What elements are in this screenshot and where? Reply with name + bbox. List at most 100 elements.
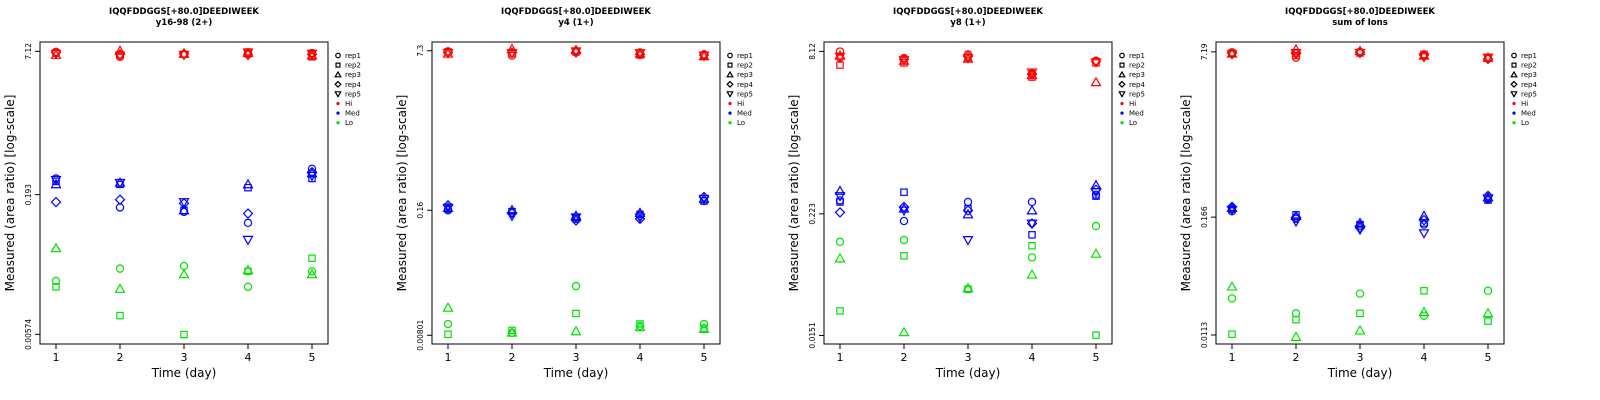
legend-marker-med (1512, 111, 1516, 115)
x-tick-label: 4 (1421, 351, 1428, 364)
chart-title: IQQFDDGGS[+80.0]DEEDIWEEK (501, 7, 651, 17)
x-tick-label: 5 (309, 351, 316, 364)
x-axis-label: Time (day) (1327, 366, 1393, 380)
point-lo-rep2 (572, 309, 580, 318)
legend-marker-hi (1512, 101, 1516, 106)
legend-marker-rep5 (1510, 91, 1518, 98)
point-lo-rep2 (1228, 330, 1236, 338)
point-lo-rep2 (52, 283, 60, 291)
point-lo-rep1 (1027, 253, 1037, 262)
point-med-rep5 (1226, 206, 1238, 216)
point-hi-rep5 (306, 49, 318, 60)
point-hi-rep3 (1090, 76, 1102, 87)
point-med-rep4 (898, 201, 910, 213)
legend-marker-hi (336, 101, 340, 106)
point-hi-rep5 (50, 49, 62, 60)
point-hi-rep4 (242, 49, 254, 61)
point-med-rep5 (50, 175, 62, 186)
point-lo-rep1 (51, 276, 61, 286)
legend-label: rep3 (1129, 71, 1145, 79)
legend-label: rep1 (737, 52, 753, 60)
point-med-rep4 (1226, 201, 1238, 213)
x-tick-label: 3 (1357, 351, 1364, 364)
point-lo-rep1 (443, 319, 453, 329)
legend-label: rep5 (345, 90, 361, 98)
legend-marker-rep2 (1119, 62, 1125, 68)
y-tick-label: 7.19 (1200, 43, 1209, 60)
point-med-rep5 (306, 171, 318, 182)
point-lo-rep1 (1291, 309, 1301, 318)
point-lo-rep3 (570, 325, 582, 336)
point-lo-rep1 (571, 281, 581, 291)
y-tick-label: 0.223 (808, 203, 817, 225)
point-med-rep4 (570, 215, 582, 226)
point-lo-rep2 (180, 330, 188, 339)
point-lo-rep1 (115, 264, 125, 273)
x-tick-label: 4 (245, 351, 252, 364)
legend-marker-rep2 (1511, 62, 1517, 68)
point-med-rep1 (899, 216, 909, 226)
legend-label: rep4 (1521, 81, 1537, 89)
legend-marker-rep5 (334, 91, 342, 98)
y-axis-label: Measured (area ratio) [log-scale] (3, 95, 17, 292)
point-med-rep4 (306, 166, 318, 178)
chart-subtitle: y4 (1+) (558, 18, 593, 28)
point-med-rep4 (114, 194, 126, 206)
legend-marker-lo (336, 121, 340, 125)
y-tick-label: 7.12 (24, 43, 33, 60)
legend-label: Lo (737, 119, 745, 127)
point-med-rep5 (698, 194, 710, 205)
point-hi-rep5 (1226, 50, 1238, 61)
legend-marker-rep3 (334, 70, 342, 78)
y-tick-label: 7.3 (416, 45, 425, 57)
point-hi-rep3 (506, 43, 518, 54)
point-lo-rep3 (834, 252, 846, 263)
legend-marker-rep3 (1510, 70, 1518, 78)
point-med-rep5 (834, 192, 846, 202)
point-hi-rep5 (506, 49, 518, 59)
point-med-rep3 (50, 178, 62, 189)
point-hi-rep5 (962, 54, 974, 64)
x-tick-label: 1 (837, 351, 844, 364)
point-hi-rep3 (178, 48, 190, 58)
plot-frame (823, 41, 1113, 345)
legend-label: rep4 (345, 81, 361, 89)
legend-label: Hi (345, 100, 352, 108)
point-med-rep5 (1482, 194, 1494, 205)
point-med-rep5 (178, 198, 190, 208)
legend-marker-rep4 (1118, 80, 1126, 88)
point-hi-rep4 (114, 48, 126, 60)
x-tick-label: 3 (181, 351, 188, 364)
legend-marker-rep1 (727, 52, 733, 59)
point-lo-rep3 (1418, 306, 1430, 317)
point-hi-rep5 (1418, 52, 1430, 63)
point-med-rep4 (1290, 212, 1302, 223)
y-tick-label: 0.16 (416, 202, 425, 219)
point-lo-rep3 (1226, 280, 1238, 291)
chart-title: IQQFDDGGS[+80.0]DEEDIWEEK (1285, 7, 1435, 17)
point-lo-rep3 (1026, 268, 1038, 279)
point-med-rep3 (242, 178, 254, 189)
legend-marker-lo (1512, 121, 1516, 125)
point-med-rep2 (900, 188, 908, 196)
point-med-rep3 (1026, 204, 1038, 215)
legend-marker-lo (1120, 121, 1124, 125)
point-lo-rep3 (962, 282, 974, 293)
point-med-rep4 (50, 196, 62, 208)
x-tick-label: 3 (965, 351, 972, 364)
point-lo-rep3 (1090, 248, 1102, 258)
plot-frame (431, 41, 721, 345)
point-hi-rep5 (178, 50, 190, 61)
x-tick-label: 5 (1093, 351, 1100, 364)
point-med-rep2 (836, 198, 844, 206)
point-lo-rep2 (1420, 286, 1428, 295)
x-tick-label: 3 (573, 351, 580, 364)
y-tick-label: 8.12 (808, 43, 817, 60)
legend-label: rep2 (737, 62, 753, 70)
point-lo-rep3 (634, 321, 646, 332)
point-med-rep1 (963, 197, 973, 207)
legend-label: Hi (1521, 100, 1528, 108)
x-tick-label: 4 (1029, 351, 1036, 364)
point-med-rep3 (634, 207, 646, 217)
